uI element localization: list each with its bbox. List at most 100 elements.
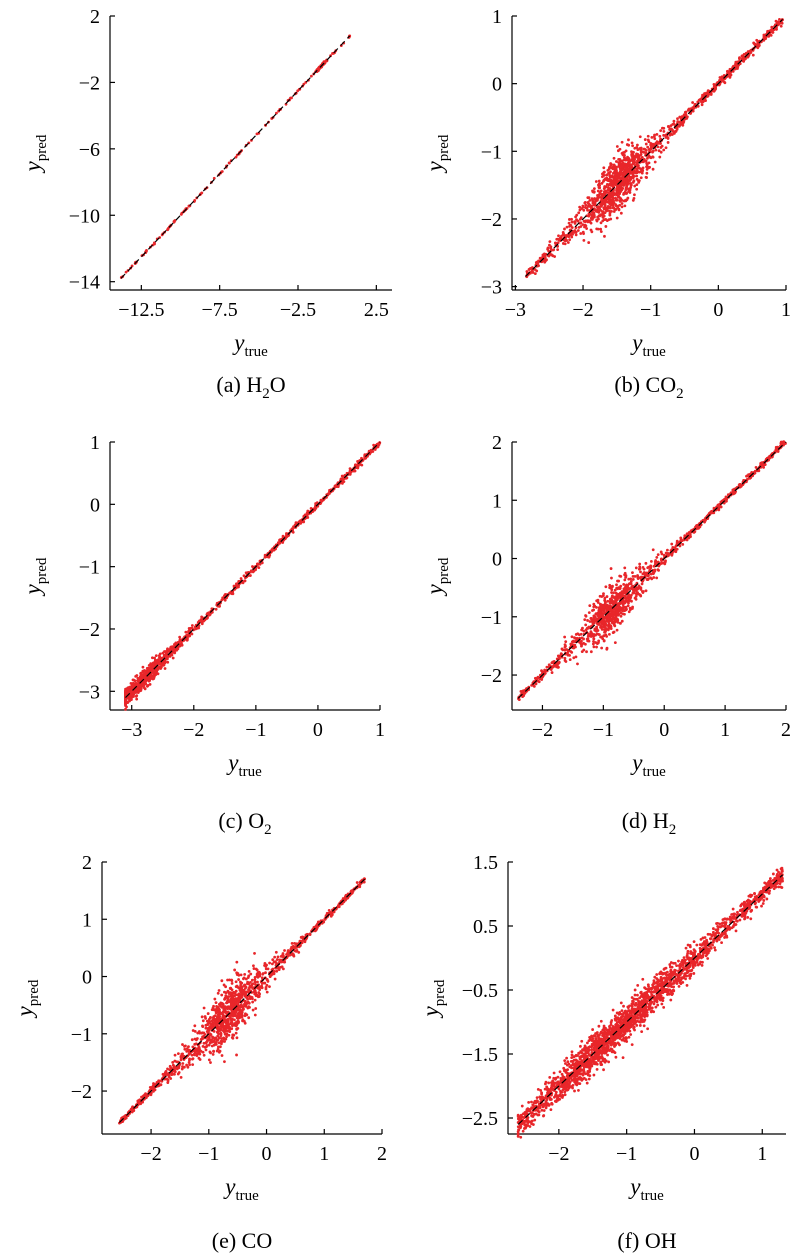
data-point [606,209,609,212]
caption-prefix: (a) [216,372,246,397]
data-point [589,620,592,623]
data-point [644,148,647,151]
x-axis-label-main: y [232,330,245,355]
data-point [647,578,650,581]
data-point [613,166,616,169]
data-point [609,205,612,208]
data-point [310,75,313,78]
data-point [595,180,598,183]
data-point [635,588,638,591]
x-axis-label-sub: true [642,344,666,360]
y-axis-label-sub: pred [34,134,50,161]
data-point [342,478,345,481]
data-point [697,527,700,530]
x-tick-label: 1 [375,719,385,741]
data-point [612,172,615,175]
data-point [621,184,624,187]
data-point [573,645,576,648]
data-point [217,992,220,995]
data-point [629,607,632,610]
x-tick-label: 1 [319,1143,329,1165]
data-point [626,584,629,587]
data-point [626,197,629,200]
y-axis-label-main: y [422,583,447,596]
data-point [610,577,613,580]
data-point [181,644,184,647]
data-point [564,657,567,660]
data-point [606,647,609,650]
data-point [247,1016,250,1019]
data-point [652,168,655,171]
data-point [621,152,624,155]
data-point [567,653,570,656]
data-point [524,692,527,695]
data-point [235,980,238,983]
data-point [653,135,656,138]
data-point [283,949,286,952]
data-point [777,449,780,452]
data-point [583,220,586,223]
data-point [581,627,584,630]
data-point [205,1041,208,1044]
data-point [667,125,670,128]
data-point [779,22,782,25]
data-point [221,1054,224,1057]
data-point [645,176,648,179]
data-point [314,507,317,510]
data-point [592,621,595,624]
data-point [166,647,169,650]
data-point [618,596,621,599]
data-point [218,989,221,992]
data-point [334,484,337,487]
data-point [218,605,221,608]
data-point [585,227,588,230]
data-point [638,156,641,159]
data-point [563,228,566,231]
data-point [599,613,602,616]
data-point [654,161,657,164]
data-point [268,962,271,965]
x-tick-label: −2 [183,719,204,741]
x-axis-label: ytrue [226,750,262,780]
data-point [200,191,203,194]
data-point [734,61,737,64]
data-point [564,643,567,646]
data-point [134,675,137,678]
data-point [163,664,166,667]
data-point [665,552,668,555]
data-point [579,209,582,212]
data-point [186,1066,189,1069]
data-point [623,579,626,582]
data-point [586,640,589,643]
data-point [635,175,638,178]
data-point [171,654,174,657]
data-point [633,193,636,196]
data-point [324,60,327,63]
data-point [557,241,560,244]
data-point [630,172,633,175]
data-point [207,1012,210,1015]
data-point [568,218,571,221]
data-point [594,199,597,202]
data-point [771,31,774,34]
data-point [535,683,538,686]
data-point [621,620,624,623]
data-point [630,580,633,583]
data-point [603,606,606,609]
data-point [300,936,303,939]
data-point [575,218,578,221]
panel-caption: (b) CO2 [614,372,683,402]
data-point [554,242,557,245]
data-point [124,688,127,691]
data-point [607,218,610,221]
data-point [650,578,653,581]
data-point [575,656,578,659]
y-tick-label: −2 [79,619,100,641]
data-point [194,628,197,631]
data-point [717,505,720,508]
data-point [650,148,653,151]
data-point [641,590,644,593]
data-point [146,667,149,670]
data-point [624,596,627,599]
